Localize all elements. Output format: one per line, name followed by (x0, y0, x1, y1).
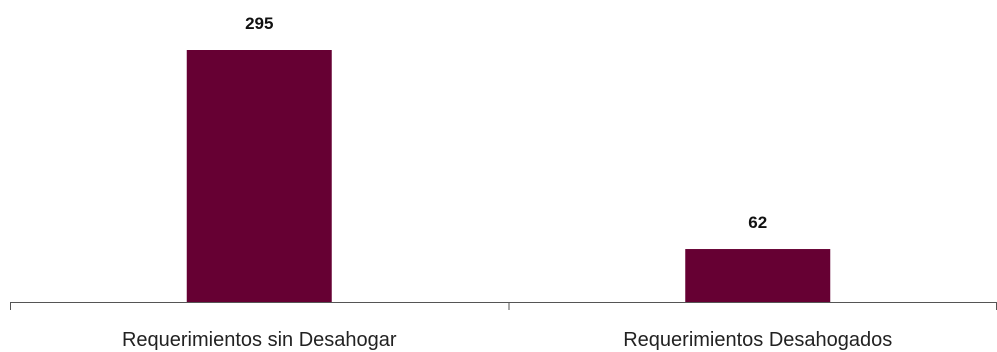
bar-1 (186, 50, 332, 302)
category-labels-layer: Requerimientos sin Desahogar Requerimient… (122, 329, 892, 351)
category-label-1: Requerimientos sin Desahogar (122, 329, 397, 351)
data-label-2: 62 (748, 213, 767, 232)
data-label-1: 295 (245, 14, 273, 33)
bars-layer (186, 50, 831, 302)
data-labels-layer: 295 62 (245, 14, 767, 232)
category-label-2: Requerimientos Desahogados (623, 329, 892, 351)
bar-2 (685, 249, 831, 302)
x-axis (10, 302, 997, 310)
